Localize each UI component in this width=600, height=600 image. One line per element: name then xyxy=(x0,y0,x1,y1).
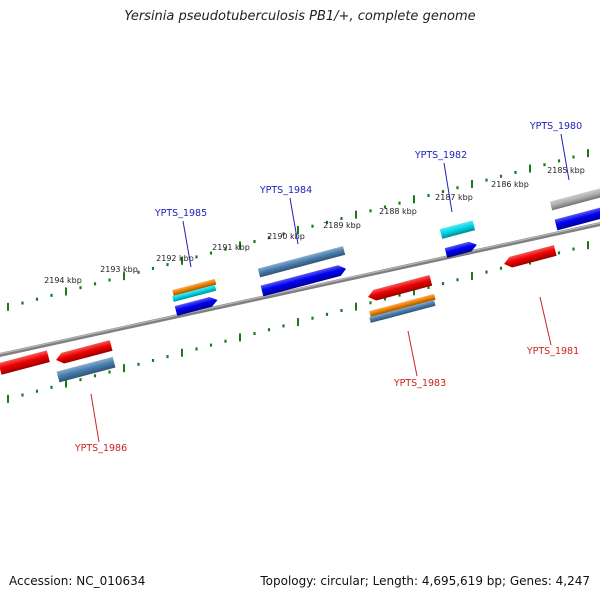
topology-text: Topology: circular; Length: 4,695,619 bp… xyxy=(260,574,590,588)
tick-label-4: 2191 kbp xyxy=(212,243,250,252)
lower-tick-row xyxy=(7,241,589,403)
leader-line xyxy=(407,330,418,377)
gene-blue-1980 xyxy=(554,207,600,231)
gene-gray-1980 xyxy=(549,188,600,211)
gene-red-1983 xyxy=(368,275,433,301)
gene-layer xyxy=(0,188,600,383)
leader-line xyxy=(443,162,453,213)
gene-steel-1984 xyxy=(257,246,346,278)
label-layer: YPTS_1980 YPTS_1982 YPTS_1984 YPTS_1985 YPTS… xyxy=(74,121,582,454)
gene-label-ypts-1984: YPTS_1984 xyxy=(259,185,312,196)
gene-orange-1983 xyxy=(369,293,436,317)
upper-tick-row xyxy=(7,149,589,311)
gene-steel-1983 xyxy=(369,299,436,323)
backbone-layer xyxy=(0,222,600,357)
gene-label-ypts-1981: YPTS_1981 xyxy=(526,346,579,357)
gene-cyan-1982 xyxy=(439,220,476,239)
gene-label-ypts-1985: YPTS_1985 xyxy=(154,208,207,219)
tick-label-8: 2187 kbp xyxy=(435,193,473,202)
tick-layer: 2194 kbp 2193 kbp 2192 kbp 2191 kbp 2190 kbp… xyxy=(7,149,589,403)
genome-backbone-highlight xyxy=(0,222,600,355)
leader-line xyxy=(539,296,552,346)
tick-label-2: 2193 kbp xyxy=(100,265,138,274)
gene-red-1981 xyxy=(504,245,557,268)
tick-label-9: 2186 kbp xyxy=(491,180,529,189)
tick-label-1: 2194 kbp xyxy=(44,276,82,285)
gene-orange-left xyxy=(172,278,217,296)
gene-label-ypts-1986: YPTS_1986 xyxy=(74,443,127,454)
tick-label-10: 2185 kbp xyxy=(547,166,585,175)
gene-label-ypts-1982: YPTS_1982 xyxy=(414,150,467,161)
accession-text: Accession: NC_010634 xyxy=(9,574,146,588)
tick-label-7: 2188 kbp xyxy=(379,207,417,216)
gene-label-ypts-1980: YPTS_1980 xyxy=(529,121,582,132)
tick-label-5: 2190 kbp xyxy=(267,232,305,241)
gene-red-1986a xyxy=(56,340,113,364)
leader-line xyxy=(560,133,570,181)
gene-blue-1982b xyxy=(444,241,477,258)
map-title: Yersinia pseudotuberculosis PB1/+, compl… xyxy=(124,9,476,24)
gene-cyan-left xyxy=(172,284,217,302)
tick-label-3: 2192 kbp xyxy=(156,254,194,263)
genome-backbone-line xyxy=(0,222,600,357)
gene-label-ypts-1983: YPTS_1983 xyxy=(393,378,446,389)
leader-line xyxy=(90,393,100,443)
gene-steel-1986 xyxy=(56,356,116,383)
tick-label-6: 2189 kbp xyxy=(323,221,361,230)
gene-red-edge xyxy=(0,350,50,375)
gene-blue-1985 xyxy=(174,296,218,316)
leader-line xyxy=(289,197,299,245)
leader-line xyxy=(182,220,192,268)
gene-blue-1984b xyxy=(260,265,347,297)
